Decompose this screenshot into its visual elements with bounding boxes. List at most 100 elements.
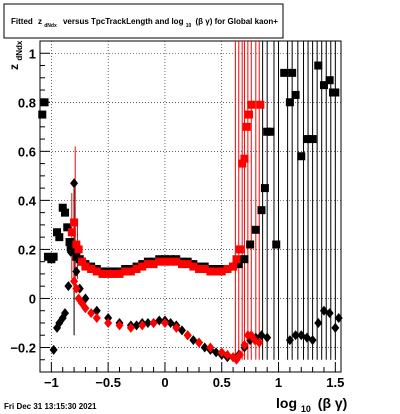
data-point-diamond <box>195 337 204 348</box>
data-point-diamond <box>325 308 334 319</box>
data-point-square <box>132 265 141 274</box>
data-point-square <box>155 257 164 266</box>
x-tick-label: −0.5 <box>95 375 121 390</box>
data-point-square <box>246 240 255 249</box>
data-point-square <box>297 152 306 161</box>
data-point-diamond <box>115 320 124 331</box>
data-point-diamond <box>160 317 169 328</box>
title-prefix: Fitted <box>11 17 33 26</box>
svg-text:z dNdx: z dNdx <box>7 40 24 70</box>
data-point-diamond <box>87 308 96 319</box>
data-point-square <box>121 267 130 276</box>
svg-text:Fitted z dNdx: Fitted z dNdx versus TpcTrackLength and … <box>11 17 278 29</box>
data-point-diamond <box>172 322 181 333</box>
title-mid: versus TpcTrackLength and log <box>63 17 184 26</box>
y-tick-label: −0.2 <box>10 340 36 355</box>
title-box: Fitted z dNdx versus TpcTrackLength and … <box>3 3 284 39</box>
data-point-diamond <box>70 178 79 189</box>
data-point-square <box>104 269 113 278</box>
data-point-square <box>302 135 311 144</box>
data-point-square <box>58 203 67 212</box>
data-point-square <box>166 257 175 266</box>
data-point-square <box>143 260 152 269</box>
data-point-diamond <box>235 349 244 360</box>
plot-area: −1 −0.5 0 0.5 1 1.5 −0.2 0 0.2 0.4 0.6 0.8 1 <box>10 40 344 390</box>
data-point-square <box>244 110 253 119</box>
x-tick-label: −1 <box>44 375 59 390</box>
data-point-square <box>242 122 251 131</box>
data-point-diamond <box>126 322 135 333</box>
y-tick-label: 0.2 <box>18 242 36 257</box>
data-point-square <box>319 81 328 90</box>
data-point-diamond <box>64 281 73 292</box>
data-point-square <box>232 255 241 264</box>
data-point-diamond <box>240 340 249 351</box>
data-point-square <box>87 265 96 274</box>
title-log-sub: 10 <box>186 23 192 29</box>
data-point-square <box>238 159 247 168</box>
data-point-square <box>256 100 265 109</box>
title-z: z <box>38 17 42 26</box>
data-point-square <box>81 262 90 271</box>
data-point-square <box>189 262 198 271</box>
data-point-square <box>272 240 281 249</box>
data-point-diamond <box>149 317 158 328</box>
data-point-square <box>74 245 83 254</box>
data-point-square <box>126 267 135 276</box>
x-tick-label: 1 <box>275 375 282 390</box>
footer-timestamp: Fri Dec 31 13:15:30 2021 <box>4 402 97 411</box>
data-point-diamond <box>183 330 192 341</box>
data-point-diamond <box>285 335 294 346</box>
data-point-square <box>195 265 204 274</box>
data-point-diamond <box>314 317 323 328</box>
data-point-square <box>257 206 266 215</box>
data-point-square <box>212 267 221 276</box>
data-point-square <box>325 76 334 85</box>
data-point-diamond <box>291 330 300 341</box>
data-point-square <box>247 100 256 109</box>
data-point-diamond <box>70 276 79 287</box>
x-label-rest: (β γ) <box>318 395 348 411</box>
y-axis-label: z dNdx <box>7 40 24 70</box>
title-z-sub: dNdx <box>44 23 57 29</box>
data-point-square <box>160 257 169 266</box>
data-point-square <box>266 127 275 136</box>
x-axis-label: log 10 (β γ) <box>276 395 347 414</box>
data-point-square <box>67 228 76 237</box>
x-tick-label: 0 <box>161 375 168 390</box>
data-point-square <box>149 260 158 269</box>
data-point-square <box>177 260 186 269</box>
y-tick-label: 0 <box>29 291 36 306</box>
data-point-diamond <box>72 283 81 294</box>
data-point-diamond <box>72 266 81 277</box>
x-label-sub: 10 <box>301 404 311 414</box>
data-point-diamond <box>138 320 147 331</box>
plot-frame <box>39 40 342 373</box>
data-point-diamond <box>60 308 69 319</box>
data-point-diamond <box>104 317 113 328</box>
data-point-square <box>78 257 87 266</box>
data-point-square <box>285 98 294 107</box>
data-point-diamond <box>81 303 90 314</box>
y-label-sub: dNdx <box>15 40 24 61</box>
title-tail: (β γ) for Global kaon+ <box>196 17 279 26</box>
y-tick-label: 1 <box>29 46 36 61</box>
data-point-square <box>229 262 238 271</box>
data-point-square <box>200 265 209 274</box>
y-tick-label: 0.8 <box>18 95 36 110</box>
y-tick-label: 0.4 <box>18 193 37 208</box>
data-point-square <box>72 240 81 249</box>
data-point-square <box>55 233 64 242</box>
data-point-square <box>223 265 232 274</box>
y-tick-label: 0.6 <box>18 144 36 159</box>
data-point-square <box>240 154 249 163</box>
data-point-square <box>138 262 147 271</box>
x-label-main: log <box>276 395 297 411</box>
data-point-diamond <box>206 342 215 353</box>
data-point-square <box>240 255 249 264</box>
data-point-diamond <box>331 322 340 333</box>
data-point-square <box>280 68 289 77</box>
data-point-square <box>60 208 69 217</box>
data-point-diamond <box>255 337 264 348</box>
